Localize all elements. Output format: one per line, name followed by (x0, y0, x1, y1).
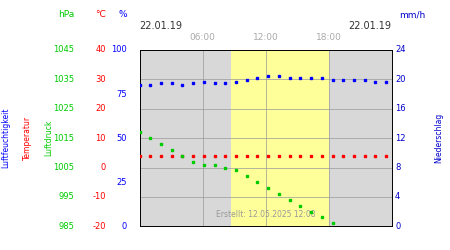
Text: 30: 30 (95, 75, 106, 84)
Text: 1045: 1045 (53, 46, 74, 54)
Text: 1025: 1025 (53, 104, 74, 113)
Text: Erstellt: 12.05.2025 12:08: Erstellt: 12.05.2025 12:08 (216, 210, 315, 219)
Text: Luftdruck: Luftdruck (44, 120, 53, 156)
Text: 1015: 1015 (53, 134, 74, 142)
Text: 0: 0 (395, 222, 400, 231)
Text: 995: 995 (58, 192, 74, 202)
Text: Luftfeuchtigkeit: Luftfeuchtigkeit (1, 108, 10, 168)
Text: 20: 20 (95, 104, 106, 113)
Text: 12:00: 12:00 (252, 34, 279, 42)
Text: 50: 50 (117, 134, 127, 142)
Text: 22.01.19: 22.01.19 (140, 21, 183, 31)
Text: 100: 100 (111, 46, 127, 54)
Text: °C: °C (95, 10, 106, 20)
Text: 40: 40 (95, 46, 106, 54)
Text: mm/h: mm/h (400, 10, 426, 20)
Text: 16: 16 (395, 104, 406, 113)
Text: Niederschlag: Niederschlag (434, 113, 443, 163)
Text: -10: -10 (92, 192, 106, 202)
Text: Temperatur: Temperatur (22, 116, 32, 160)
Text: 0: 0 (122, 222, 127, 231)
Text: 24: 24 (395, 46, 405, 54)
Text: 25: 25 (117, 178, 127, 187)
Text: 8: 8 (395, 163, 400, 172)
Text: 4: 4 (395, 192, 400, 202)
Text: 985: 985 (58, 222, 74, 231)
Text: 22.01.19: 22.01.19 (348, 21, 392, 31)
Text: 1035: 1035 (53, 75, 74, 84)
Text: %: % (118, 10, 127, 20)
Text: 20: 20 (395, 75, 405, 84)
Text: 12: 12 (395, 134, 405, 142)
Text: 18:00: 18:00 (315, 34, 342, 42)
Text: 06:00: 06:00 (189, 34, 216, 42)
Text: -20: -20 (92, 222, 106, 231)
Text: 1005: 1005 (53, 163, 74, 172)
Text: hPa: hPa (58, 10, 74, 20)
Bar (231, 50, 328, 226)
Text: 10: 10 (95, 134, 106, 142)
Text: 75: 75 (116, 90, 127, 98)
Text: 0: 0 (100, 163, 106, 172)
